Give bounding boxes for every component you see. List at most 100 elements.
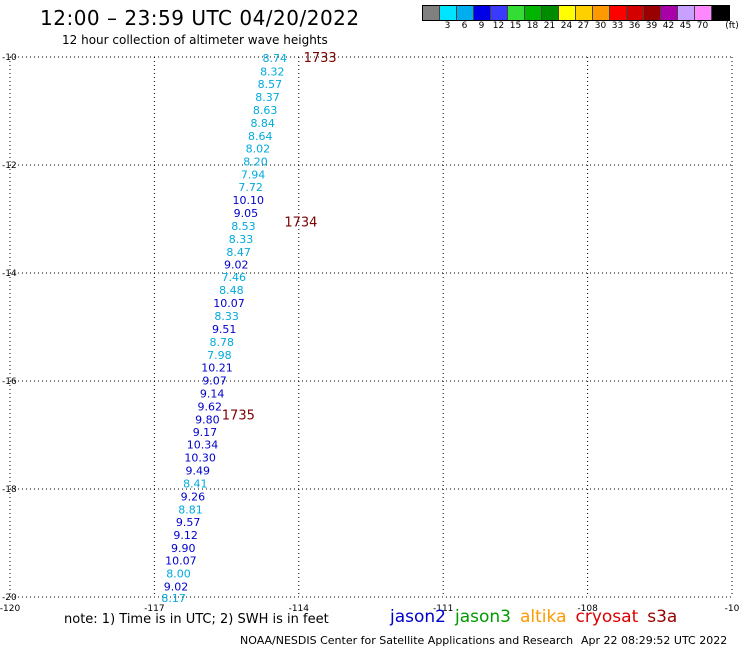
longitude-tick-label: -114	[289, 604, 310, 614]
legend-unit-label: (ft)	[725, 21, 739, 31]
wave-height-value: 8.37	[255, 91, 280, 104]
legend-value-label: 6	[461, 21, 468, 31]
legend-swatch	[695, 6, 712, 20]
wave-height-value: 7.72	[238, 181, 263, 194]
wave-height-value: 10.07	[213, 297, 245, 310]
wave-height-value: 8.48	[219, 284, 244, 297]
wave-height-value: 9.80	[195, 413, 220, 426]
pass-time-label: 1735	[222, 408, 255, 423]
latitude-tick-label: -14	[2, 269, 17, 279]
legend-swatch	[542, 6, 559, 20]
legend-swatch	[491, 6, 508, 20]
map-grid	[9, 56, 733, 598]
wave-height-value: 9.62	[198, 400, 223, 413]
longitude-tick-label: -108	[577, 604, 598, 614]
wave-height-value: 9.17	[193, 426, 218, 439]
legend-value-label: 21	[543, 21, 556, 31]
satellite-name-altika: altika	[520, 607, 567, 627]
wave-height-value: 8.64	[248, 130, 273, 143]
wave-height-value: 9.14	[200, 387, 225, 400]
wave-height-value: 8.33	[214, 310, 239, 323]
wave-height-value: 8.47	[226, 246, 251, 259]
legend-value-label: 39	[645, 21, 658, 31]
legend-swatch	[508, 6, 525, 20]
wave-height-value: 7.46	[222, 271, 247, 284]
legend-value-label: 45	[679, 21, 692, 31]
latitude-tick-label: -10	[2, 53, 17, 63]
legend-swatch	[457, 6, 474, 20]
satellite-name-jason3: jason3	[455, 607, 511, 627]
pass-time-labels: 1733 1734 1735	[222, 51, 337, 423]
wave-height-value: 8.53	[231, 220, 256, 233]
legend-value-label: 24	[560, 21, 573, 31]
satellite-legend: jason2 jason3 altika cryosat s3a	[390, 607, 686, 627]
longitude-tick-label: -111	[433, 604, 453, 614]
wave-height-value: 9.26	[181, 490, 206, 503]
legend-swatch	[593, 6, 610, 20]
wave-height-value: 8.32	[260, 66, 285, 79]
wave-height-value: 8.74	[262, 52, 287, 65]
legend-swatch	[440, 6, 457, 20]
wave-height-value: 9.05	[234, 207, 259, 220]
wave-height-value: 8.84	[250, 117, 275, 130]
color-legend-labels: 3 6 9 12 15 18 21 24 27 30 33 36 39 42 45 70 (ft)	[422, 21, 740, 33]
wave-height-value: 10.10	[233, 194, 265, 207]
wave-height-value: 8.57	[258, 78, 283, 91]
wave-height-value: 10.34	[187, 439, 219, 452]
longitude-tick-label: -120	[0, 604, 20, 614]
wave-height-value: 7.94	[241, 169, 266, 182]
wave-height-value: 9.02	[224, 258, 249, 271]
pass-time-label: 1733	[304, 51, 337, 66]
wave-height-value: 8.20	[243, 156, 268, 169]
wave-height-value: 10.07	[165, 555, 197, 568]
wave-height-value: 10.30	[184, 452, 216, 465]
legend-value-label: 36	[628, 21, 641, 31]
legend-swatch	[678, 6, 695, 20]
legend-value-label: 18	[526, 21, 539, 31]
wave-height-value: 9.49	[185, 465, 210, 478]
legend-swatch	[712, 6, 729, 20]
wave-height-value: 9.57	[176, 516, 201, 529]
wave-height-value: 8.02	[246, 143, 271, 156]
satellite-name-cryosat: cryosat	[575, 607, 639, 627]
wave-height-value: 7.98	[207, 349, 232, 362]
pass-time-label: 1734	[284, 216, 317, 231]
legend-value-label: 30	[594, 21, 607, 31]
wave-height-value: 8.00	[166, 568, 191, 581]
legend-swatch	[559, 6, 576, 20]
legend-swatch	[610, 6, 627, 20]
satellite-name-s3a: s3a	[647, 607, 678, 627]
latitude-tick-label: -12	[2, 161, 17, 171]
legend-swatch	[627, 6, 644, 20]
footnote: note: 1) Time is in UTC; 2) SWH is in fe…	[64, 612, 329, 627]
source-credit: NOAA/NESDIS Center for Satellite Applica…	[240, 634, 574, 647]
longitude-tick-label: -117	[144, 604, 164, 614]
latitude-tick-label: -16	[2, 377, 17, 387]
color-legend-bar	[422, 5, 730, 21]
wave-height-value: 9.07	[202, 374, 227, 387]
map-axis-labels: -120 -117 -114 -111 -108 -10 -10 -12 -14 -16 -18 -2…	[0, 53, 740, 614]
wave-height-value: 8.78	[210, 336, 235, 349]
wave-height-value: 9.90	[171, 542, 196, 555]
legend-value-label: 27	[577, 21, 590, 31]
legend-swatch	[576, 6, 593, 20]
generated-timestamp: Apr 22 08:29:52 UTC 2022	[581, 634, 728, 647]
legend-swatch	[661, 6, 678, 20]
legend-swatch	[525, 6, 542, 20]
latitude-tick-label: -18	[2, 485, 17, 495]
wave-height-value: 9.12	[173, 529, 198, 542]
wave-height-value: 8.17	[161, 592, 186, 605]
legend-value-label: 15	[509, 21, 522, 31]
wave-height-value: 8.81	[178, 503, 203, 516]
wave-height-value: 8.33	[229, 233, 254, 246]
page-subtitle: 12 hour collection of altimeter wave hei…	[62, 33, 328, 47]
legend-value-label: 12	[492, 21, 505, 31]
wave-height-value: 8.41	[183, 478, 208, 491]
legend-value-label: 42	[662, 21, 675, 31]
legend-value-label: 9	[478, 21, 485, 31]
longitude-tick-label: -10	[725, 604, 740, 614]
legend-swatch	[474, 6, 491, 20]
wave-height-value: 9.51	[212, 323, 237, 336]
legend-swatch	[644, 6, 661, 20]
